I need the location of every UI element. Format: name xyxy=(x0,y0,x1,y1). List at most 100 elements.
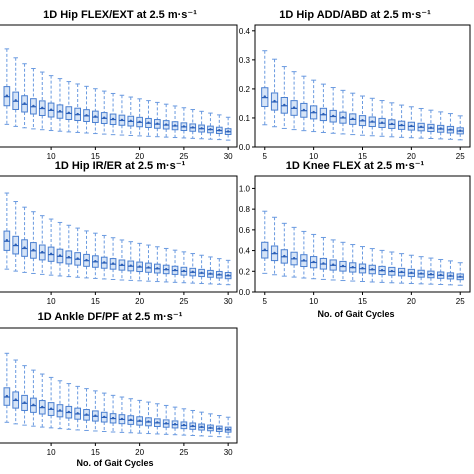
box-plot xyxy=(180,408,188,436)
box-plot xyxy=(349,244,357,282)
mean-marker xyxy=(58,409,62,412)
mean-marker xyxy=(67,111,71,114)
box-plot xyxy=(310,79,318,133)
box-plot xyxy=(83,85,90,134)
mean-marker xyxy=(419,272,423,275)
mean-marker xyxy=(283,103,286,107)
box-plot xyxy=(329,239,337,281)
box-plot xyxy=(189,253,197,284)
y-tick-label: 0.4 xyxy=(239,27,251,36)
mean-marker xyxy=(226,428,230,431)
mean-marker xyxy=(380,269,384,272)
box-plot xyxy=(83,388,90,431)
mean-marker xyxy=(5,394,9,398)
mean-marker xyxy=(331,263,335,266)
mean-marker xyxy=(410,124,413,128)
box-plot xyxy=(162,247,170,283)
box-plot xyxy=(300,75,308,132)
mean-marker xyxy=(439,273,442,277)
mean-marker xyxy=(400,270,403,274)
mean-marker xyxy=(32,248,35,252)
box-plot xyxy=(162,103,170,138)
box-plot xyxy=(189,409,197,436)
mean-marker xyxy=(263,95,266,98)
x-tick-label: 15 xyxy=(358,297,367,306)
mean-marker xyxy=(173,268,177,272)
mean-marker xyxy=(218,129,221,132)
box-plot xyxy=(74,385,81,431)
box-plot xyxy=(171,249,179,283)
mean-marker xyxy=(459,275,462,278)
mean-marker xyxy=(182,269,186,273)
box-plot xyxy=(47,376,55,429)
plot-frame xyxy=(0,24,238,148)
x-tick-label: 25 xyxy=(456,152,465,161)
box-plot xyxy=(47,218,55,276)
mean-marker xyxy=(292,256,296,260)
mean-marker xyxy=(283,254,286,258)
mean-marker xyxy=(5,94,9,97)
box-plot xyxy=(162,404,170,435)
mean-marker xyxy=(120,263,124,266)
mean-marker xyxy=(209,272,212,275)
y-tick-label: 0.0 xyxy=(239,288,251,297)
mean-marker xyxy=(103,415,106,419)
mean-marker xyxy=(226,274,230,277)
mean-marker xyxy=(361,267,364,270)
box-plot xyxy=(56,221,64,277)
mean-marker xyxy=(312,260,315,264)
box-plot xyxy=(215,415,223,438)
box-plot xyxy=(12,201,20,272)
mean-marker xyxy=(173,423,177,426)
y-tick-label: 0.2 xyxy=(239,85,251,94)
box-plot xyxy=(109,237,117,280)
mean-marker xyxy=(341,116,345,119)
panel-knee-flex: 1D Knee FLEX at 2.5 m·s⁻¹ No. of Gait Cy… xyxy=(239,160,471,319)
mean-marker xyxy=(129,264,132,267)
box-plot xyxy=(145,244,152,282)
mean-marker xyxy=(156,421,159,424)
box-plot xyxy=(290,71,298,131)
box-plot xyxy=(65,81,73,133)
box-plot xyxy=(437,258,445,285)
mean-marker xyxy=(138,419,141,422)
box-plot xyxy=(21,63,28,129)
box-plot xyxy=(145,401,152,435)
mean-marker xyxy=(164,123,168,126)
plot-frame xyxy=(0,327,238,444)
box-plot xyxy=(136,399,143,434)
box-plot xyxy=(21,206,28,273)
mean-marker xyxy=(94,115,97,118)
mean-marker xyxy=(49,407,53,410)
box-plot xyxy=(224,116,232,141)
panel-title: 1D Hip ADD/ABD at 2.5 m·s⁻¹ xyxy=(279,9,431,21)
box-plot xyxy=(378,100,386,137)
box-plot xyxy=(319,236,328,280)
mean-marker xyxy=(138,120,141,124)
box-plot xyxy=(397,253,406,284)
box-plot xyxy=(38,373,46,428)
mean-marker xyxy=(410,271,413,274)
box-plot xyxy=(427,257,435,285)
mean-marker xyxy=(390,122,394,126)
box-plot xyxy=(83,230,90,279)
box-plot xyxy=(310,233,318,280)
box-plot xyxy=(65,383,73,430)
panel-title: 1D Ankle DF/PF at 2.5 m·s⁻¹ xyxy=(38,311,183,323)
y-tick-label: 0.8 xyxy=(239,205,251,214)
mean-marker xyxy=(400,123,403,127)
mean-marker xyxy=(273,251,276,255)
mean-marker xyxy=(200,271,203,274)
mean-marker xyxy=(164,422,168,425)
mean-marker xyxy=(94,260,97,263)
box-plot xyxy=(100,392,108,432)
mean-marker xyxy=(138,265,141,268)
x-tick-label: 10 xyxy=(309,152,318,161)
box-plot xyxy=(358,246,367,283)
box-plot xyxy=(280,66,288,129)
box-plot xyxy=(136,98,143,137)
box-plot xyxy=(118,239,126,281)
mean-marker xyxy=(449,128,452,131)
box-plot xyxy=(368,248,376,283)
x-tick-label: 20 xyxy=(407,297,416,306)
